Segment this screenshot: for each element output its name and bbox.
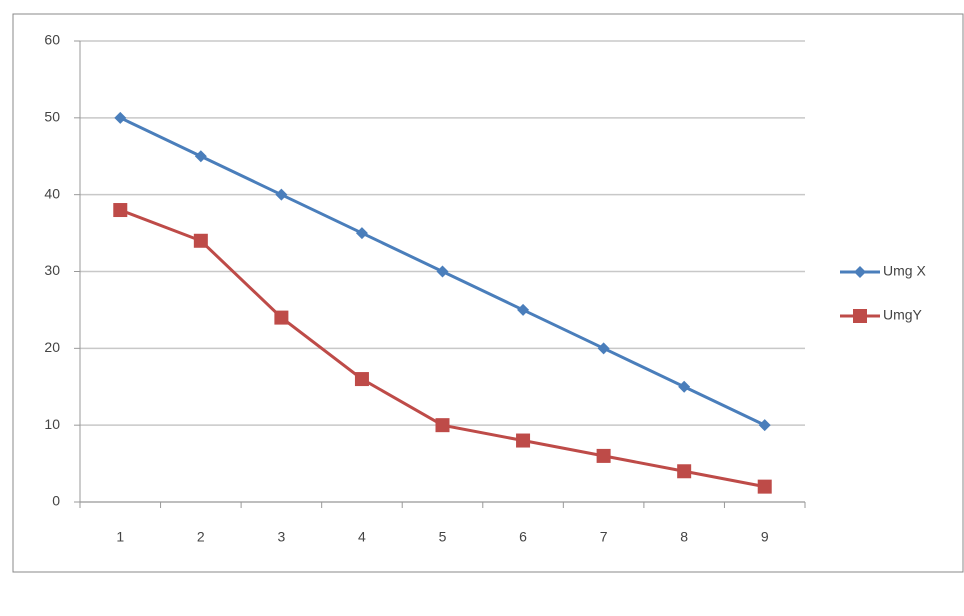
x-tick-label: 7	[600, 529, 608, 545]
data-point	[193, 233, 208, 248]
data-point	[597, 342, 610, 355]
data-point	[757, 479, 772, 494]
data-point	[274, 310, 289, 325]
data-point	[758, 419, 771, 432]
y-tick-label: 10	[44, 416, 60, 432]
x-tick-label: 2	[197, 529, 205, 545]
x-tick-label: 1	[116, 529, 124, 545]
x-tick-label: 9	[761, 529, 769, 545]
data-point	[517, 303, 530, 316]
y-tick-label: 50	[44, 109, 60, 125]
data-point	[113, 203, 128, 218]
legend-label: UmgY	[883, 307, 923, 323]
data-point	[516, 433, 531, 448]
y-tick-label: 0	[52, 493, 60, 509]
x-tick-label: 8	[680, 529, 688, 545]
data-point	[436, 265, 449, 278]
data-point	[678, 380, 691, 393]
x-tick-label: 6	[519, 529, 527, 545]
y-tick-label: 20	[44, 339, 60, 355]
data-point	[194, 150, 207, 163]
data-point	[114, 111, 127, 124]
legend-label: Umg X	[883, 263, 926, 279]
y-tick-label: 60	[44, 32, 60, 48]
data-point	[354, 372, 369, 387]
y-tick-label: 30	[44, 262, 60, 278]
x-tick-label: 5	[439, 529, 447, 545]
data-point	[677, 464, 692, 479]
legend-marker	[854, 266, 866, 278]
legend-marker	[853, 309, 867, 323]
data-point	[355, 227, 368, 240]
data-point	[435, 418, 450, 433]
data-point	[275, 188, 288, 201]
x-tick-label: 3	[277, 529, 285, 545]
chart-frame	[12, 13, 964, 573]
x-tick-label: 4	[358, 529, 366, 545]
y-tick-label: 40	[44, 185, 60, 201]
data-point	[596, 448, 611, 463]
